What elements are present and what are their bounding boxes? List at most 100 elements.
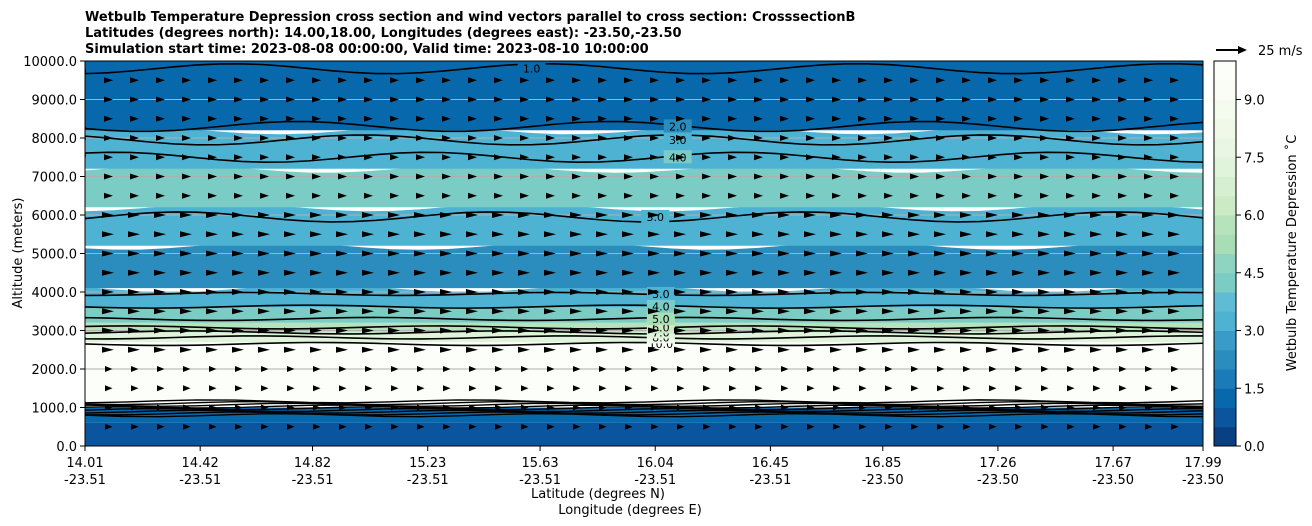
wind-vector <box>572 77 581 84</box>
wind-vector <box>183 385 191 392</box>
wind-vector <box>674 327 686 334</box>
wind-vector <box>130 192 139 199</box>
wind-vector <box>780 173 789 180</box>
wind-vector <box>520 154 529 161</box>
wind-vector <box>494 173 503 180</box>
wind-vector <box>518 346 530 353</box>
wind-vector <box>624 154 633 161</box>
wind-vector <box>417 366 425 372</box>
wind-vector <box>651 404 659 411</box>
wind-vector <box>157 366 165 372</box>
wind-vector <box>284 308 296 315</box>
wind-vector <box>806 154 815 161</box>
y-tick-label: 4000.0 <box>32 286 78 301</box>
wind-vector <box>650 192 659 199</box>
wind-vector <box>546 115 555 122</box>
wind-vector <box>936 192 945 199</box>
wind-vector <box>1038 327 1050 334</box>
wind-vector <box>362 269 374 276</box>
wind-vector <box>884 115 893 122</box>
contour-line <box>85 151 1203 164</box>
wind-vector <box>908 250 920 257</box>
x-tick-label-lon: -23.51 <box>64 473 106 488</box>
wind-vector <box>622 212 634 218</box>
wind-vector <box>572 154 581 161</box>
wind-vector <box>833 404 841 411</box>
contour-label-bg <box>663 119 692 133</box>
wind-vector <box>180 289 192 295</box>
wind-vector <box>806 135 815 141</box>
wind-vector <box>310 327 322 334</box>
wind-vector <box>102 346 114 353</box>
wind-vector <box>1168 289 1180 295</box>
wind-vector <box>546 173 555 180</box>
wind-vector <box>468 154 477 161</box>
wind-vector <box>570 231 582 238</box>
contour-label-bg <box>646 299 675 313</box>
wind-vector <box>858 173 867 180</box>
contour-line <box>85 134 1203 146</box>
wind-vector <box>752 327 764 334</box>
wind-vector <box>180 231 192 238</box>
wind-vector <box>778 289 790 295</box>
wind-vector <box>414 289 426 295</box>
wind-vector <box>1170 135 1179 141</box>
contour-label: 1.0 <box>523 63 541 76</box>
x-tick-label-lon: -23.51 <box>292 473 334 488</box>
wind-vector <box>182 115 191 122</box>
wind-vector <box>702 96 711 103</box>
wind-vector <box>469 404 477 411</box>
wind-vector <box>1014 96 1023 103</box>
wind-vector <box>1015 404 1023 411</box>
wind-vector <box>235 423 243 430</box>
wind-vector <box>934 212 946 218</box>
wind-vector <box>130 173 139 180</box>
contour-line <box>85 304 1203 309</box>
wind-vector <box>936 96 945 103</box>
wind-vector <box>960 250 972 257</box>
wind-vector <box>1118 96 1127 103</box>
wind-vector <box>962 77 971 84</box>
wind-vector <box>1093 366 1101 372</box>
wind-vector <box>859 366 867 372</box>
wind-vector <box>1040 135 1049 141</box>
wind-vector <box>1116 269 1128 276</box>
wind-vector <box>570 289 582 295</box>
wind-vector <box>936 115 945 122</box>
wind-vector <box>130 77 139 84</box>
wind-vector <box>573 423 581 430</box>
wind-vector <box>882 346 894 353</box>
colorbar-segment <box>1214 272 1236 293</box>
wind-vector <box>1066 154 1075 161</box>
wind-vector <box>780 96 789 103</box>
wind-vector <box>806 77 815 84</box>
y-tick-label: 5000.0 <box>32 248 78 263</box>
wind-vector <box>260 135 269 141</box>
wind-vector <box>154 212 166 218</box>
wind-vector <box>674 289 686 295</box>
wind-vector <box>284 327 296 334</box>
wind-vector <box>807 423 815 430</box>
colorbar-tick-label: 1.5 <box>1244 382 1265 397</box>
wind-vector <box>1170 77 1179 84</box>
wind-vector <box>156 154 165 161</box>
wind-vector <box>882 289 894 295</box>
wind-vector <box>102 308 114 315</box>
wind-vector <box>234 154 243 161</box>
wind-vector <box>728 135 737 141</box>
wind-vector <box>104 154 113 161</box>
wind-vector <box>443 404 451 411</box>
wind-vector <box>650 173 659 180</box>
wind-vector <box>286 173 295 180</box>
wind-vector <box>752 231 764 238</box>
wind-vector <box>260 154 269 161</box>
wind-vector <box>235 385 243 392</box>
wind-vector <box>104 115 113 122</box>
wind-vector <box>908 327 920 334</box>
wind-vector <box>1142 308 1154 315</box>
wind-vector <box>440 250 452 257</box>
wind-vector <box>258 327 270 334</box>
wind-vector <box>1168 346 1180 353</box>
wind-vector <box>104 173 113 180</box>
wind-vector <box>1119 366 1127 372</box>
